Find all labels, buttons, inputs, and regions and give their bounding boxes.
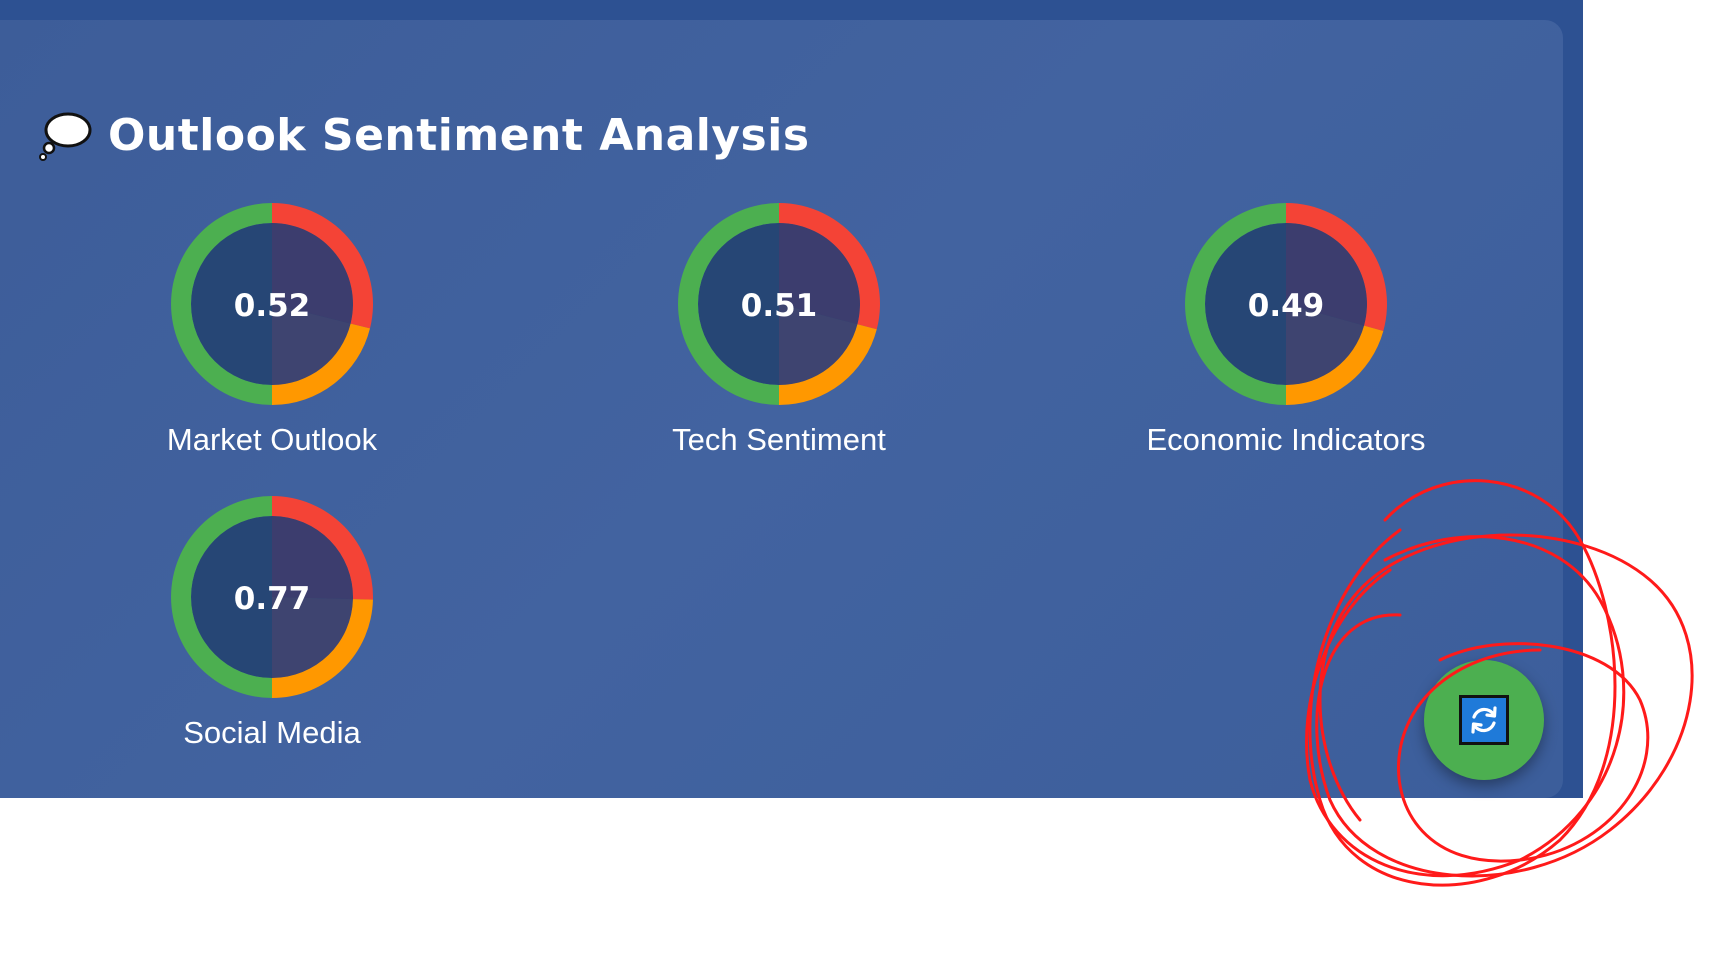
gauge-value: 0.52 [234, 288, 311, 324]
donut-segment-positive [171, 496, 272, 698]
refresh-icon-box [1459, 695, 1509, 745]
donut-segment-positive [678, 203, 779, 405]
thought-balloon-icon [39, 112, 92, 161]
refresh-icon [1471, 706, 1497, 734]
panel-header: Outlook Sentiment Analysis [38, 104, 810, 166]
gauge-value: 0.51 [741, 288, 818, 324]
gauge-economic-indicators: 0.49 Economic Indicators [1146, 200, 1426, 458]
donut-inner-neutral [272, 304, 351, 385]
donut-segment-negative [272, 496, 373, 600]
sentiment-donut: 0.49 [1185, 203, 1387, 405]
donut-inner-neutral [1286, 304, 1365, 385]
donut-inner-negative [272, 223, 353, 324]
gauge-value: 0.49 [1248, 288, 1325, 324]
gauge-label: Economic Indicators [1146, 422, 1426, 457]
sentiment-donut: 0.77 [171, 496, 373, 698]
donut-segment-negative [272, 203, 373, 329]
refresh-button[interactable] [1424, 660, 1544, 780]
donut-inner-negative [779, 223, 860, 325]
donut-segment-negative [1286, 203, 1387, 331]
sentiment-donut: 0.52 [171, 203, 373, 405]
gauge-label: Social Media [183, 715, 361, 750]
gauge-social-media: 0.77 Social Media [152, 493, 392, 751]
donut-inner-negative [272, 516, 353, 600]
gauge-label: Market Outlook [166, 422, 378, 457]
gauge-value: 0.77 [234, 581, 311, 617]
page-title: Outlook Sentiment Analysis [108, 109, 810, 161]
donut-segment-positive [171, 203, 272, 405]
donut-inner-neutral [779, 304, 858, 385]
donut-segment-neutral [779, 324, 877, 405]
donut-inner-negative [1286, 223, 1367, 326]
donut-segment-neutral [272, 323, 370, 405]
sentiment-donut: 0.51 [678, 203, 880, 405]
donut-segment-negative [779, 203, 880, 330]
donut-inner-neutral [272, 597, 353, 678]
donut-segment-neutral [272, 599, 373, 698]
gauge-label: Tech Sentiment [672, 422, 886, 457]
donut-segment-neutral [1286, 325, 1384, 405]
gauge-market-outlook: 0.52 Market Outlook [152, 200, 392, 458]
gauge-tech-sentiment: 0.51 Tech Sentiment [659, 200, 899, 458]
donut-segment-positive [1185, 203, 1286, 405]
